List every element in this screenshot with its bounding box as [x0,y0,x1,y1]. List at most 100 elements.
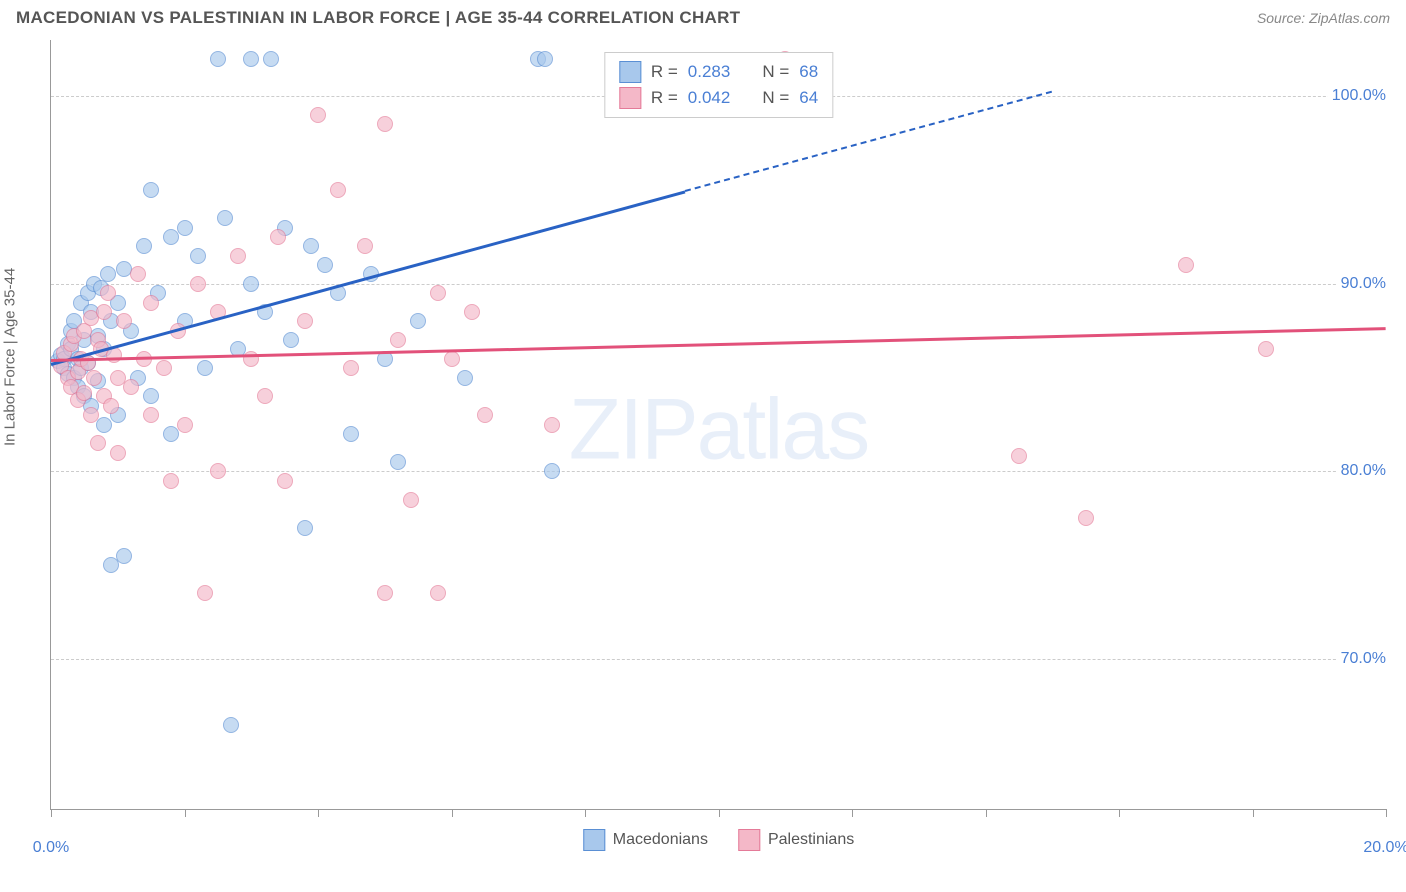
correlation-legend: R = 0.283N = 68R = 0.042N = 64 [604,52,833,118]
scatter-point [377,585,393,601]
scatter-point [177,417,193,433]
scatter-point [263,51,279,67]
scatter-point [477,407,493,423]
scatter-point [100,266,116,282]
x-tick-label: 20.0% [1363,839,1406,857]
scatter-point [210,51,226,67]
scatter-point [96,304,112,320]
legend-r-label: R = [651,62,678,82]
scatter-point [156,360,172,376]
chart-title: MACEDONIAN VS PALESTINIAN IN LABOR FORCE… [16,8,740,28]
scatter-point [343,360,359,376]
scatter-point [297,520,313,536]
scatter-point [197,585,213,601]
legend-item: Macedonians [583,829,708,851]
gridline [51,471,1386,472]
legend-swatch [619,87,641,109]
scatter-point [230,248,246,264]
scatter-point [403,492,419,508]
scatter-point [277,473,293,489]
y-tick-label: 90.0% [1337,275,1390,293]
scatter-point [283,332,299,348]
scatter-point [430,585,446,601]
scatter-point [297,313,313,329]
scatter-point [103,398,119,414]
scatter-point [190,248,206,264]
scatter-point [1258,341,1274,357]
y-tick-label: 100.0% [1328,87,1390,105]
legend-swatch [738,829,760,851]
legend-item: Palestinians [738,829,854,851]
scatter-point [357,238,373,254]
scatter-point [143,388,159,404]
legend-row: R = 0.283 N = 68 [619,59,818,85]
scatter-point [100,285,116,301]
x-tick [51,809,52,817]
scatter-point [116,313,132,329]
x-tick [1119,809,1120,817]
scatter-point [86,370,102,386]
x-tick [452,809,453,817]
scatter-point [243,276,259,292]
scatter-point [210,463,226,479]
x-tick [719,809,720,817]
x-tick [585,809,586,817]
watermark: ZIPatlas [569,380,868,479]
x-tick [986,809,987,817]
scatter-point [1178,257,1194,273]
legend-swatch [583,829,605,851]
scatter-point [257,388,273,404]
scatter-point [143,182,159,198]
scatter-point [1078,510,1094,526]
scatter-point [537,51,553,67]
chart-plot-area: ZIPatlas 70.0%80.0%90.0%100.0%0.0%20.0%R… [50,40,1386,810]
scatter-point [197,360,213,376]
scatter-point [190,276,206,292]
legend-n-value: 68 [799,62,818,82]
x-tick [1386,809,1387,817]
scatter-point [330,182,346,198]
legend-label: Macedonians [613,831,708,849]
scatter-point [430,285,446,301]
scatter-point [83,407,99,423]
scatter-point [303,238,319,254]
legend-r-label: R = [651,88,678,108]
y-tick-label: 70.0% [1337,650,1390,668]
scatter-point [136,238,152,254]
legend-n-label: N = [762,88,789,108]
scatter-point [390,454,406,470]
scatter-point [143,407,159,423]
scatter-point [163,473,179,489]
scatter-point [343,426,359,442]
scatter-point [130,266,146,282]
scatter-point [177,220,193,236]
scatter-point [90,435,106,451]
legend-r-value: 0.283 [688,62,731,82]
scatter-point [544,417,560,433]
legend-r-value: 0.042 [688,88,731,108]
scatter-point [390,332,406,348]
scatter-point [270,229,286,245]
legend-swatch [619,61,641,83]
title-bar: MACEDONIAN VS PALESTINIAN IN LABOR FORCE… [0,0,1406,40]
x-tick [318,809,319,817]
scatter-point [76,385,92,401]
x-tick [852,809,853,817]
scatter-point [457,370,473,386]
scatter-point [110,445,126,461]
scatter-point [1011,448,1027,464]
trend-line [51,190,686,365]
y-tick-label: 80.0% [1337,462,1390,480]
scatter-point [217,210,233,226]
scatter-point [544,463,560,479]
scatter-point [116,548,132,564]
legend-n-label: N = [762,62,789,82]
scatter-point [143,295,159,311]
scatter-point [317,257,333,273]
legend-row: R = 0.042N = 64 [619,85,818,111]
source-label: Source: ZipAtlas.com [1257,10,1390,26]
scatter-point [464,304,480,320]
scatter-point [444,351,460,367]
legend-label: Palestinians [768,831,854,849]
scatter-point [410,313,426,329]
